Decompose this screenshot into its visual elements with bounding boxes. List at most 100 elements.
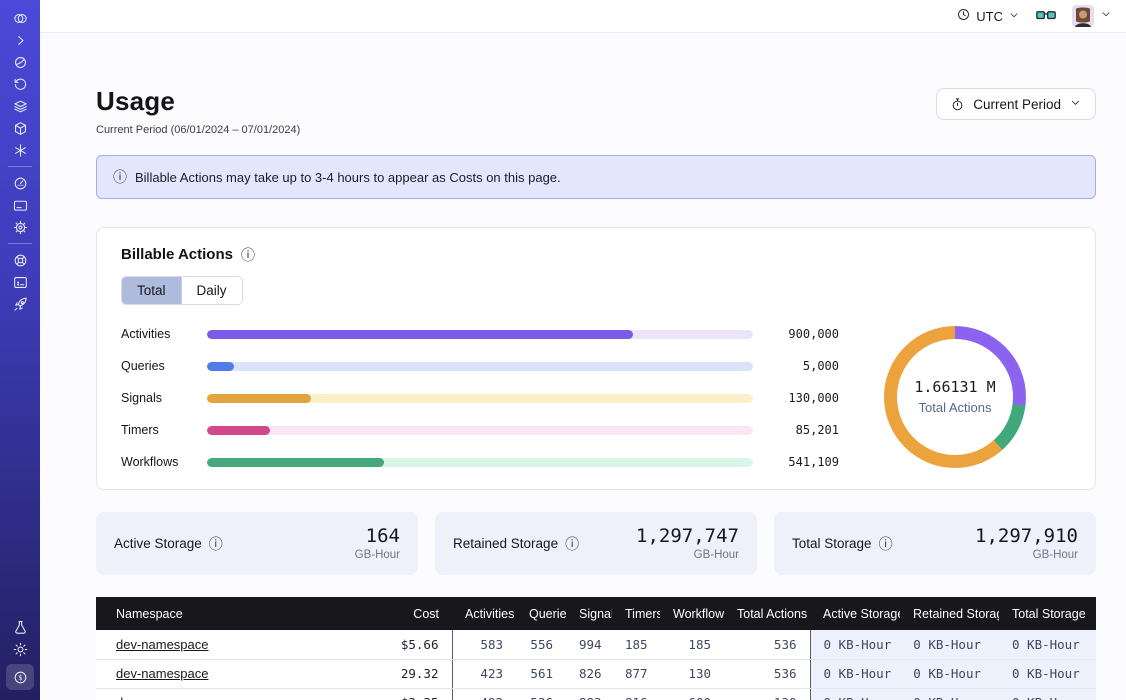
namespace-link[interactable]: dev-namespace — [116, 695, 209, 700]
glasses-icon[interactable] — [1036, 9, 1056, 23]
bar-value: 5,000 — [753, 359, 839, 373]
page-title: Usage — [96, 86, 300, 117]
bar-fill — [207, 330, 633, 339]
bar-track — [207, 394, 753, 403]
column-header: Total Actions — [724, 597, 810, 630]
bar-track — [207, 362, 753, 371]
table-cell: 185 — [612, 630, 660, 659]
donut-chart-wrap: 1.66131 M Total Actions — [839, 324, 1071, 469]
bar-fill — [207, 362, 234, 371]
bar-value: 85,201 — [753, 423, 839, 437]
info-icon[interactable]: ⓘ — [565, 537, 579, 551]
table-cell: 826 — [566, 659, 612, 688]
page-header: Usage Current Period (06/01/2024 – 07/01… — [96, 86, 1096, 136]
table-cell: 0 KB-Hour — [900, 630, 999, 659]
table-cell: 0 KB-Hour — [999, 688, 1096, 700]
cube-icon[interactable] — [0, 117, 40, 139]
table-cell: 600 — [660, 688, 724, 700]
retained-storage-label: Retained Storage — [453, 536, 558, 551]
sidebar-divider — [8, 166, 32, 167]
period-selector-button[interactable]: Current Period — [936, 88, 1096, 120]
table-cell: 0 KB-Hour — [900, 659, 999, 688]
table-cell: 185 — [660, 630, 724, 659]
timezone-selector[interactable]: UTC — [956, 7, 1020, 25]
chevron-down-icon — [1069, 96, 1082, 112]
table-cell: 0 KB-Hour — [999, 630, 1096, 659]
bar-row: Signals130,000 — [121, 391, 839, 405]
avatar — [1072, 5, 1094, 27]
history-clock-icon[interactable] — [0, 73, 40, 95]
table-cell: 877 — [612, 659, 660, 688]
total-actions-value: 1.66131 M — [914, 378, 995, 396]
bar-value: 900,000 — [753, 327, 839, 341]
namespace-link[interactable]: dev-namespace — [116, 637, 209, 652]
flask-icon[interactable] — [0, 616, 40, 638]
gauge-icon[interactable] — [0, 172, 40, 194]
table-cell: 583 — [452, 630, 516, 659]
tab-daily[interactable]: Daily — [182, 277, 242, 304]
chevron-down-icon — [1008, 9, 1020, 24]
active-storage-value: 164 — [355, 526, 400, 547]
chevron-down-icon — [1100, 7, 1112, 25]
active-storage-unit: GB-Hour — [355, 549, 400, 561]
bar-value: 541,109 — [753, 455, 839, 469]
active-storage-card: Active Storage ⓘ 164 GB-Hour — [96, 512, 418, 575]
bar-track — [207, 458, 753, 467]
table-row: dev-namespace$3.354925368838166001300 KB… — [96, 688, 1096, 700]
retained-storage-card: Retained Storage ⓘ 1,297,747 GB-Hour — [435, 512, 757, 575]
current-period-subtitle: Current Period (06/01/2024 – 07/01/2024) — [96, 124, 300, 136]
dollar-coin-icon[interactable]: $ — [6, 664, 34, 690]
bar-fill — [207, 458, 384, 467]
table-cell: $5.66 — [346, 630, 452, 659]
info-icon[interactable]: ⓘ — [879, 537, 893, 551]
sidebar-divider — [8, 243, 32, 244]
table-header-row: NamespaceCostActivitiesQueriesSignalsTim… — [96, 597, 1096, 630]
column-header: Active Storage — [810, 597, 900, 630]
chevron-right-icon[interactable] — [0, 29, 40, 51]
table-cell: 536 — [724, 659, 810, 688]
namespace-cell: dev-namespace — [96, 630, 346, 659]
bar-row: Workflows541,109 — [121, 455, 839, 469]
rocket-icon[interactable] — [0, 293, 40, 315]
tab-total[interactable]: Total — [122, 277, 182, 304]
svg-text:$: $ — [18, 673, 23, 682]
total-storage-unit: GB-Hour — [975, 549, 1078, 561]
table-cell: 994 — [566, 630, 612, 659]
period-selector-label: Current Period — [973, 97, 1061, 112]
active-storage-label: Active Storage — [114, 536, 202, 551]
namespace-cell: dev-namespace — [96, 688, 346, 700]
namespace-cell: dev-namespace — [96, 659, 346, 688]
table-cell: $3.35 — [346, 688, 452, 700]
table-cell: 536 — [516, 688, 566, 700]
table-cell: 816 — [612, 688, 660, 700]
lifebuoy-icon[interactable] — [0, 249, 40, 271]
table-cell: 561 — [516, 659, 566, 688]
column-header: Total Storage — [999, 597, 1096, 630]
column-header: Namespace — [96, 597, 346, 630]
table-cell: 0 KB-Hour — [900, 688, 999, 700]
bar-track — [207, 330, 753, 339]
retained-storage-unit: GB-Hour — [636, 549, 739, 561]
timezone-label: UTC — [976, 9, 1003, 24]
table-cell: 130 — [724, 688, 810, 700]
gear-icon[interactable] — [0, 216, 40, 238]
column-header: Activities — [452, 597, 516, 630]
layers-icon[interactable] — [0, 95, 40, 117]
billable-actions-card: Billable Actions ⓘ Total Daily Activitie… — [96, 227, 1096, 490]
info-icon[interactable]: ⓘ — [241, 248, 255, 262]
eye-icon[interactable] — [0, 51, 40, 73]
user-menu[interactable] — [1072, 5, 1112, 27]
table-row: dev-namespace$5.665835569941851855360 KB… — [96, 630, 1096, 659]
table-row: dev-namespace29.324235618268771305360 KB… — [96, 659, 1096, 688]
credit-card-icon[interactable] — [0, 194, 40, 216]
table-cell: 883 — [566, 688, 612, 700]
asterisk-icon[interactable] — [0, 139, 40, 161]
sun-icon[interactable] — [0, 638, 40, 660]
namespace-link[interactable]: dev-namespace — [116, 666, 209, 681]
table-cell: 130 — [660, 659, 724, 688]
table-body: dev-namespace$5.665835569941851855360 KB… — [96, 630, 1096, 700]
temporal-logo-icon[interactable] — [0, 7, 40, 29]
column-header: Timers — [612, 597, 660, 630]
terminal-window-icon[interactable] — [0, 271, 40, 293]
info-icon[interactable]: ⓘ — [209, 537, 223, 551]
